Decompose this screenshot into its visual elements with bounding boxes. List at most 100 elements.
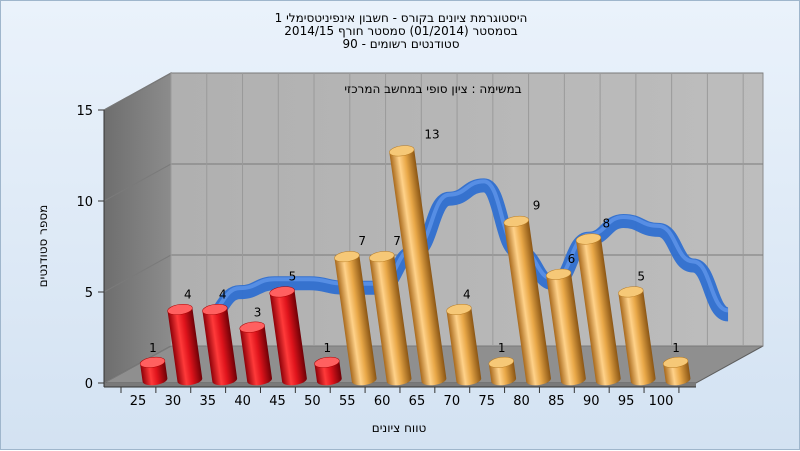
- bar: [575, 233, 621, 386]
- y-tick-label: 0: [85, 377, 93, 392]
- y-tick-label: 10: [76, 195, 93, 210]
- curve-ribbon-highlight: [204, 179, 729, 317]
- x-tick-label: 90: [583, 394, 600, 409]
- bar-body: [334, 254, 377, 386]
- bar: [202, 303, 238, 386]
- bar: [545, 268, 586, 386]
- x-tick-label: 65: [409, 394, 426, 409]
- x-axis-ticks: 25 30 35 40 45 50 55 60 65 70 75 80 85 90 95 100: [120, 387, 680, 409]
- data-label: 1: [149, 341, 157, 355]
- bar-top: [202, 303, 228, 315]
- data-label: 8: [602, 216, 610, 230]
- x-tick-label: 95: [618, 394, 635, 409]
- plot-side-wall: [103, 72, 172, 384]
- title-line-3: סטודנטים רשומים - 90: [342, 37, 459, 51]
- data-label: 3: [254, 305, 262, 319]
- bar: [503, 215, 551, 386]
- bar-body: [546, 272, 586, 386]
- bar: [167, 303, 203, 386]
- bars: [139, 145, 691, 386]
- bar: [269, 286, 307, 386]
- x-axis-title: טווח ציונים: [372, 421, 427, 435]
- x-tick-label: 75: [478, 394, 495, 409]
- bar: [369, 251, 412, 386]
- x-tick-label: 30: [165, 394, 182, 409]
- data-label: 13: [424, 127, 439, 141]
- data-label: 7: [358, 234, 366, 248]
- chart-title: היסטוגרמת ציונים בקורס - חשבון אינפיניטס…: [275, 11, 528, 51]
- data-label: 5: [637, 270, 645, 284]
- bar: [334, 251, 377, 386]
- bar: [446, 303, 482, 386]
- bar-top: [167, 303, 193, 315]
- data-label: 9: [533, 199, 541, 213]
- bar-top: [545, 268, 572, 280]
- data-label: 4: [463, 288, 471, 302]
- bar-top: [239, 321, 265, 333]
- x-tick-label: 50: [304, 394, 321, 409]
- data-label: 4: [184, 288, 192, 302]
- bar-body: [369, 254, 412, 386]
- bar-top: [503, 215, 529, 227]
- grid-line-side: [103, 163, 172, 202]
- bar-body: [618, 290, 656, 386]
- bar: [618, 286, 656, 386]
- bar: [139, 356, 168, 386]
- x-tick-label: 70: [444, 394, 461, 409]
- bar-body: [269, 290, 307, 386]
- bar-top: [139, 356, 166, 368]
- bar-top: [618, 286, 644, 298]
- bar-top: [662, 356, 689, 368]
- bar-body: [202, 307, 238, 386]
- x-tick-label: 35: [199, 394, 216, 409]
- x-tick-label: 100: [649, 394, 674, 409]
- bar-top: [369, 251, 395, 263]
- curve-ribbon: [203, 178, 730, 326]
- distribution-curve: [203, 178, 730, 326]
- grid-line-side: [103, 254, 172, 293]
- bar: [488, 356, 517, 386]
- data-label: 1: [672, 341, 680, 355]
- y-axis-title: מספר סטודנטים: [36, 205, 50, 288]
- grid-line-side: [103, 72, 172, 111]
- data-label: 7: [393, 234, 401, 248]
- data-label: 6: [568, 252, 576, 266]
- data-label: 1: [324, 341, 332, 355]
- x-tick-label: 40: [234, 394, 251, 409]
- bar-top: [269, 286, 295, 298]
- data-labels: 1 4 4 3 5 1 7 7 13 4 1 9 6 8 5 1: [149, 127, 680, 355]
- data-label: 4: [219, 288, 227, 302]
- x-tick-label: 45: [269, 394, 286, 409]
- bar: [389, 145, 447, 386]
- bar-top: [488, 356, 514, 368]
- bar-top: [334, 251, 360, 263]
- bar-body: [576, 237, 621, 386]
- chart-annotation: במשימה : ציון סופי במחשב המרכזי: [344, 82, 521, 96]
- x-tick-label: 60: [374, 394, 391, 409]
- bar-top: [389, 145, 415, 157]
- bar-top: [575, 233, 602, 245]
- bar: [239, 321, 272, 386]
- bar-body: [167, 307, 203, 386]
- y-tick-label: 5: [85, 286, 93, 301]
- bar-body: [446, 307, 482, 386]
- bar-body: [503, 219, 551, 386]
- y-tick-label: 15: [76, 104, 93, 119]
- bar-top: [314, 356, 340, 368]
- x-tick-label: 85: [548, 394, 565, 409]
- grid-line-side: [103, 345, 172, 384]
- title-line-2: בסמסטר (01/2014) סמסטר חורף 2014/15: [284, 24, 517, 38]
- bar: [314, 356, 342, 386]
- x-tick-label: 55: [339, 394, 356, 409]
- title-line-1: היסטוגרמת ציונים בקורס - חשבון אינפיניטס…: [275, 11, 528, 25]
- x-tick-label: 25: [130, 394, 147, 409]
- bar: [662, 356, 691, 386]
- y-axis-ticks: 0 5 10 15: [76, 104, 104, 392]
- bar-body: [389, 149, 447, 386]
- x-tick-label: 80: [513, 394, 530, 409]
- data-label: 5: [289, 270, 297, 284]
- data-label: 1: [498, 341, 506, 355]
- bar-body: [239, 325, 272, 386]
